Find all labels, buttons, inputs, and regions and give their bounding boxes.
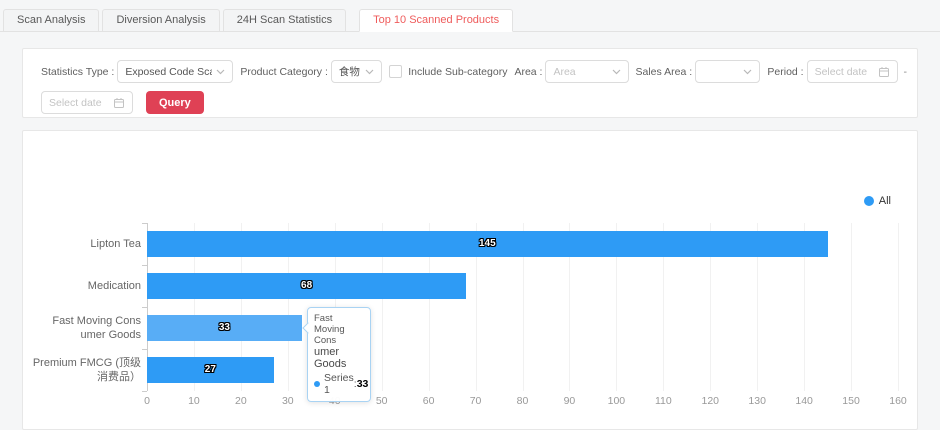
- gridline: [193, 223, 195, 391]
- x-tick-label: 60: [422, 395, 435, 407]
- period-start-field[interactable]: [814, 65, 874, 78]
- chevron-down-icon: [216, 69, 225, 74]
- x-tick-label: 100: [607, 395, 626, 407]
- gridline: [569, 223, 571, 391]
- category-label-fast-moving-consumer-goods: Fast Moving Cons umer Goods: [52, 315, 141, 341]
- period-end-input[interactable]: [41, 91, 133, 114]
- x-tick-label: 50: [375, 395, 388, 407]
- gridline: [757, 223, 759, 391]
- include-subcategory-checkbox[interactable]: [389, 65, 403, 78]
- statistics-type-value: Exposed Code Scans: [125, 65, 213, 78]
- tab-bar: Scan Analysis Diversion Analysis 24H Scan …: [0, 9, 940, 32]
- tab-diversion-analysis[interactable]: Diversion Analysis: [102, 9, 220, 32]
- legend-item-all[interactable]: All: [863, 195, 891, 207]
- x-tick-label: 80: [516, 395, 529, 407]
- area-label: Area :: [514, 65, 543, 78]
- gridline: [804, 223, 806, 391]
- bar-value-label: 68: [301, 280, 313, 291]
- chart-panel: All 010203040506070809010011012013014015…: [22, 130, 918, 430]
- tooltip-series-name: Series 1: [324, 372, 354, 396]
- category-axis-tick: [142, 349, 147, 350]
- period-separator: -: [903, 65, 908, 78]
- area-select[interactable]: Area: [545, 60, 629, 83]
- tooltip-category-line2: umer Goods: [314, 346, 347, 370]
- category-label-premium-fmcg: Premium FMCG (顶级 消费品）: [32, 357, 141, 383]
- chevron-down-icon: [365, 69, 374, 74]
- bar-value-label: 33: [218, 322, 230, 333]
- category-axis-tick: [142, 223, 147, 224]
- bar-value-label: 27: [204, 364, 216, 375]
- category-label-medication: Medication: [87, 280, 141, 292]
- chevron-down-icon: [612, 69, 620, 74]
- tooltip-separator: :: [353, 378, 357, 390]
- period-label: Period :: [767, 65, 804, 78]
- x-tick-label: 140: [795, 395, 813, 407]
- x-tick-label: 120: [701, 395, 720, 407]
- chevron-down-icon: [743, 69, 752, 74]
- bar-medication[interactable]: 68: [147, 273, 467, 299]
- legend-label: All: [878, 195, 891, 207]
- x-tick-label: 20: [235, 395, 247, 407]
- x-tick-label: 70: [469, 395, 482, 407]
- category-label-lipton-tea: Lipton Tea: [90, 238, 141, 250]
- period-end-field[interactable]: [49, 96, 109, 109]
- bar-fast-moving-consumer-goods[interactable]: 33: [147, 315, 302, 341]
- tab-top-10-scanned-products[interactable]: Top 10 Scanned Products: [359, 9, 514, 32]
- gridline: [522, 223, 524, 391]
- category-axis-tick: [142, 265, 147, 266]
- product-category-label: Product Category :: [240, 65, 328, 78]
- calendar-icon: [878, 66, 889, 77]
- statistics-type-label: Statistics Type :: [41, 65, 115, 78]
- gridline: [428, 223, 430, 391]
- gridline: [240, 223, 242, 391]
- x-tick-label: 90: [563, 395, 576, 407]
- statistics-type-select[interactable]: Exposed Code Scans: [117, 60, 234, 83]
- legend-dot-icon: [863, 196, 874, 206]
- bar-chart: 0102030405060708090100110120130140150160…: [23, 131, 917, 429]
- x-tick-label: 110: [654, 395, 672, 407]
- tab-24h-scan-statistics[interactable]: 24H Scan Statistics: [222, 9, 347, 32]
- product-category-value: 食物: [338, 66, 360, 78]
- gridline: [287, 223, 289, 391]
- tooltip-value: 33: [356, 378, 369, 390]
- x-tick-label: 130: [748, 395, 766, 407]
- category-axis-tick: [142, 391, 147, 392]
- sales-area-select[interactable]: [695, 60, 761, 83]
- x-tick-label: 10: [188, 395, 200, 407]
- tooltip-category-line1: Fast Moving Cons: [314, 313, 345, 346]
- bar-premium-fmcg[interactable]: 27: [147, 357, 274, 383]
- filter-row-2: Query: [41, 91, 907, 114]
- chart-tooltip: Fast Moving Cons umer Goods Series 1: 33: [301, 307, 371, 402]
- x-tick-label: 30: [281, 395, 294, 407]
- bar-value-label: 145: [478, 238, 496, 249]
- gridline: [663, 223, 665, 391]
- category-axis-tick: [142, 307, 147, 308]
- x-tick-label: 0: [144, 395, 150, 407]
- x-tick-label: 160: [889, 395, 907, 407]
- gridline: [898, 223, 899, 391]
- product-category-select[interactable]: 食物: [330, 60, 383, 83]
- series-dot-icon: [314, 381, 320, 387]
- period-start-input[interactable]: [806, 60, 898, 83]
- x-tick-label: 150: [842, 395, 860, 407]
- gridline: [616, 223, 618, 391]
- area-placeholder: Area: [553, 65, 576, 78]
- filter-panel: Statistics Type : Exposed Code Scans Pro…: [22, 48, 918, 118]
- calendar-icon: [114, 97, 124, 108]
- filter-row-1: Statistics Type : Exposed Code Scans Pro…: [41, 60, 907, 83]
- tab-scan-analysis[interactable]: Scan Analysis: [3, 9, 100, 32]
- sales-area-label: Sales Area :: [635, 65, 693, 78]
- y-axis-line: [147, 223, 148, 391]
- tooltip-series-row: Series 1: 33: [314, 372, 368, 396]
- query-button[interactable]: Query: [146, 91, 204, 114]
- gridline: [851, 223, 853, 391]
- bar-lipton-tea[interactable]: 145: [147, 231, 828, 257]
- gridline: [710, 223, 712, 391]
- gridline: [381, 223, 383, 391]
- include-subcategory-label: Include Sub-category: [408, 65, 508, 78]
- gridline: [475, 223, 477, 391]
